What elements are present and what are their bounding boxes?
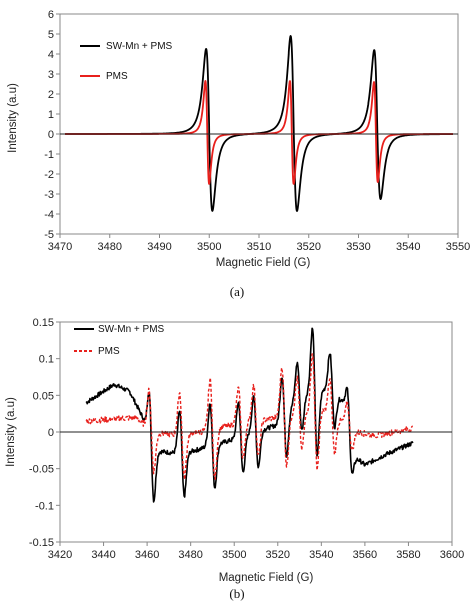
panel-a-x-tick-label: 3500 bbox=[197, 241, 221, 253]
panel-a-x-axis-label: Magnetic Field (G) bbox=[216, 257, 311, 269]
panel-b-y-tick-label: -0.1 bbox=[35, 500, 54, 512]
panel-a-x-tick-label: 3510 bbox=[247, 241, 271, 253]
panel-a-y-tick-label: 3 bbox=[48, 69, 54, 81]
panel-a-legend-label-2: PMS bbox=[106, 71, 128, 82]
panel-a-y-tick-label: -4 bbox=[44, 209, 54, 221]
panel-b-x-axis-label: Magnetic Field (G) bbox=[219, 572, 314, 584]
panel-a-series-sw-mn-pms-line bbox=[64, 35, 454, 212]
panel-b-y-tick-label: 0.1 bbox=[39, 354, 54, 366]
panel-b-legend: SW-Mn + PMS PMS bbox=[74, 324, 165, 357]
panel-a-legend-label-1: SW-Mn + PMS bbox=[106, 41, 173, 52]
panel-b-x-tick-label: 3600 bbox=[440, 549, 464, 561]
panel-a-x-tick-label: 3520 bbox=[297, 241, 321, 253]
panel-a-y-axis-label: Intensity (a.u) bbox=[7, 83, 19, 153]
panel-a-y-tick-label: -3 bbox=[44, 189, 54, 201]
panel-a-x-tick-label: 3480 bbox=[98, 241, 122, 253]
panel-b-x-tick-label: 3580 bbox=[396, 549, 420, 561]
panel-b-x-tick-label: 3440 bbox=[91, 549, 115, 561]
panel-a-x-tick-label: 3550 bbox=[446, 241, 470, 253]
panel-a-y-tick-label: -2 bbox=[44, 169, 54, 181]
panel-b-x-tick-label: 3520 bbox=[266, 549, 290, 561]
panel-a-y-tick-label: 5 bbox=[48, 29, 54, 41]
panel-a-y-tick-label: -1 bbox=[44, 149, 54, 161]
panel-a-y-tick-label: 1 bbox=[48, 109, 54, 121]
panel-a-tick-labels: 3470 3480 3490 3500 3510 3520 3530 3540 3550-5-4… bbox=[44, 9, 470, 253]
panel-b-plot-area bbox=[85, 327, 414, 503]
panel-a-x-tick-label: 3530 bbox=[346, 241, 370, 253]
panel-a-caption: (a) bbox=[230, 284, 244, 299]
panel-b-caption: (b) bbox=[229, 586, 244, 601]
panel-b-axes bbox=[56, 321, 453, 546]
panel-b-y-tick-label: 0.05 bbox=[33, 390, 54, 402]
panel-a-x-tick-label: 3540 bbox=[396, 241, 420, 253]
panel-a-legend: SW-Mn + PMS PMS bbox=[80, 41, 173, 82]
panel-a-y-tick-label: 2 bbox=[48, 89, 54, 101]
panel-a-y-tick-label: 0 bbox=[48, 129, 54, 141]
panel-b-series-pms-line bbox=[85, 353, 414, 481]
panel-a-axes bbox=[56, 13, 459, 238]
panel-b-x-tick-label: 3540 bbox=[309, 549, 333, 561]
panel-b-x-tick-label: 3460 bbox=[135, 549, 159, 561]
panel-a-x-tick-label: 3470 bbox=[48, 241, 72, 253]
panel-b-y-tick-label: -0.05 bbox=[29, 464, 54, 476]
panel-a-plot-area bbox=[64, 35, 454, 212]
panel-a-y-tick-label: -5 bbox=[44, 229, 54, 241]
panel-b-y-tick-label: 0 bbox=[48, 427, 54, 439]
panel-b-x-tick-label: 3420 bbox=[48, 549, 72, 561]
panel-b-x-tick-label: 3480 bbox=[178, 549, 202, 561]
panel-b-legend-label-1: SW-Mn + PMS bbox=[98, 324, 165, 335]
panel-a: 3470 3480 3490 3500 3510 3520 3530 3540 3550-5-4… bbox=[7, 9, 470, 299]
panel-b-series-sw-mn-pms-line bbox=[85, 327, 414, 503]
panel-a-y-tick-label: 6 bbox=[48, 9, 54, 21]
panel-a-x-tick-label: 3490 bbox=[147, 241, 171, 253]
panel-b-tick-labels: 3420 3440 3460 3480 3500 3520 3540 3560 3580 3600… bbox=[29, 317, 464, 561]
panel-b: 3420 3440 3460 3480 3500 3520 3540 3560 3580 3600… bbox=[5, 317, 464, 601]
panel-b-y-axis-label: Intensity (a.u) bbox=[5, 397, 17, 467]
panel-b-y-tick-label: 0.15 bbox=[33, 317, 54, 329]
panel-b-x-tick-label: 3560 bbox=[353, 549, 377, 561]
panel-b-y-tick-label: -0.15 bbox=[29, 537, 54, 549]
panel-a-y-tick-label: 4 bbox=[48, 49, 54, 61]
panel-b-x-tick-label: 3500 bbox=[222, 549, 246, 561]
panel-b-legend-label-2: PMS bbox=[98, 346, 120, 357]
